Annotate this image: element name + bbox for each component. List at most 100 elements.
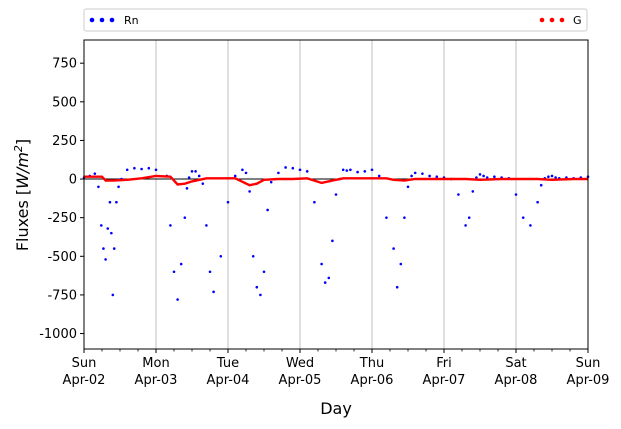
rn-point xyxy=(554,176,557,179)
rn-point xyxy=(266,208,269,212)
rn-point xyxy=(410,174,413,178)
y-tick-label-7: -1000 xyxy=(39,327,77,342)
rn-point xyxy=(529,224,532,227)
x-axis-title: Day xyxy=(320,399,352,418)
rn-point xyxy=(334,193,338,196)
rn-point xyxy=(284,166,287,169)
rn-point xyxy=(277,171,280,175)
legend-rn-label: Rn xyxy=(124,14,139,27)
rn-point xyxy=(313,200,316,204)
rn-point xyxy=(154,168,158,172)
rn-point xyxy=(219,254,223,258)
rn-point xyxy=(115,200,118,204)
rn-point xyxy=(102,247,105,250)
x-axis: Sun Apr-02 Mon Apr-03 Tue Apr-04 Wed Apr-05 Thu A… xyxy=(63,349,610,388)
rn-point xyxy=(298,168,302,172)
rn-point xyxy=(133,166,136,170)
y-axis: 750 500 250 0 -250 -500 -750 -1000 xyxy=(39,57,84,342)
x-tick-date-0: Apr-02 xyxy=(63,373,106,388)
rn-point xyxy=(356,170,359,174)
x-tick-day-3: Wed xyxy=(286,356,314,371)
rn-point xyxy=(471,190,475,193)
rn-point xyxy=(117,185,120,189)
y-axis-title-close: ] xyxy=(13,139,32,145)
x-tick-day-0: Sun xyxy=(72,356,97,371)
rn-point xyxy=(110,231,113,235)
x-tick-date-3: Apr-05 xyxy=(279,373,322,388)
rn-point xyxy=(345,169,349,172)
rn-point xyxy=(176,298,179,301)
rn-point xyxy=(323,281,327,284)
rn-point xyxy=(475,176,478,179)
rn-point xyxy=(514,193,518,196)
rn-point xyxy=(112,247,116,250)
y-tick-label-0: 750 xyxy=(52,57,77,72)
x-tick-date-1: Apr-03 xyxy=(135,373,178,388)
rn-point xyxy=(269,180,273,184)
rn-point xyxy=(194,170,197,173)
rn-point xyxy=(377,174,381,178)
rn-point xyxy=(305,170,309,173)
rn-point xyxy=(291,166,295,170)
rn-point xyxy=(521,216,525,219)
y-axis-title-main: Fluxes [ xyxy=(13,189,32,251)
rn-point xyxy=(183,216,187,219)
rn-point xyxy=(172,270,176,274)
rn-point xyxy=(241,168,244,172)
rn-point xyxy=(331,239,334,243)
rn-point xyxy=(111,293,115,297)
x-tick-date-7: Apr-09 xyxy=(567,373,610,388)
rn-point xyxy=(93,172,97,175)
rn-point xyxy=(106,227,110,230)
rn-point xyxy=(125,168,129,172)
rn-point xyxy=(327,276,331,280)
rn-point xyxy=(187,176,191,179)
rn-point xyxy=(97,185,100,189)
rn-point xyxy=(370,168,374,172)
x-tick-day-4: Thu xyxy=(359,356,384,371)
x-tick-date-5: Apr-07 xyxy=(423,373,466,388)
rn-point xyxy=(395,285,399,289)
rn-point xyxy=(259,293,262,297)
y-tick-label-4: -250 xyxy=(47,211,77,226)
rn-point xyxy=(547,175,550,179)
rn-point xyxy=(341,168,345,172)
rn-point xyxy=(251,254,255,258)
rn-point xyxy=(248,190,251,193)
rn-point xyxy=(349,168,352,172)
rn-point xyxy=(169,224,172,227)
rn-point xyxy=(406,185,410,189)
rn-point xyxy=(464,224,467,227)
rn-point xyxy=(392,247,395,250)
y-axis-title-unit: W/m xyxy=(13,152,32,189)
rn-point xyxy=(435,175,439,179)
legend: Rn G xyxy=(83,8,588,32)
legend-g-marker xyxy=(539,17,565,23)
plot-area xyxy=(82,39,590,350)
rn-point xyxy=(457,193,460,196)
rn-point xyxy=(147,166,151,170)
y-tick-label-1: 500 xyxy=(52,95,77,110)
rn-point xyxy=(385,216,388,219)
y-tick-label-3: 0 xyxy=(69,173,77,188)
x-tick-date-4: Apr-06 xyxy=(351,373,394,388)
rn-point xyxy=(99,224,103,227)
rn-point xyxy=(403,216,406,219)
rn-point xyxy=(539,183,543,187)
x-tick-day-6: Sat xyxy=(505,356,526,371)
rn-point xyxy=(478,173,482,176)
y-axis-title: Fluxes [W/m2] xyxy=(12,139,32,251)
rn-point xyxy=(244,171,248,175)
rn-point xyxy=(320,262,323,266)
rn-point xyxy=(197,174,201,178)
series-g-line xyxy=(84,174,588,187)
rn-point xyxy=(226,200,230,204)
rn-point xyxy=(399,262,403,266)
rn-point xyxy=(212,290,215,294)
x-tick-date-2: Apr-04 xyxy=(207,373,250,388)
legend-g-label: G xyxy=(573,14,582,27)
rn-point xyxy=(485,176,489,179)
rn-point xyxy=(205,224,208,227)
rn-point xyxy=(140,167,143,171)
